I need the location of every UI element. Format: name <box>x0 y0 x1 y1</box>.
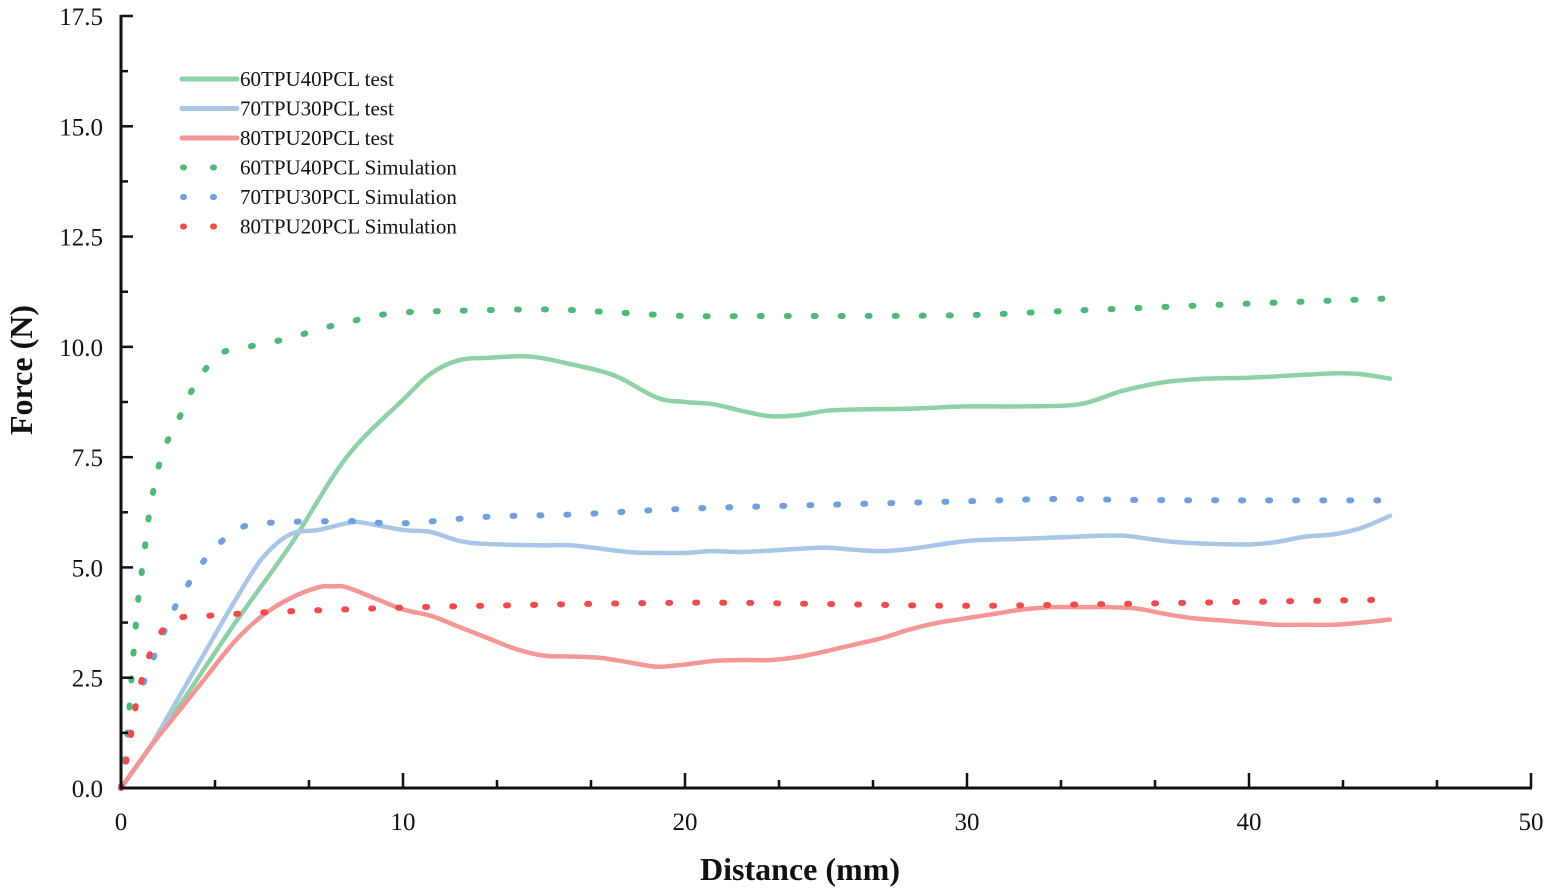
y-tick-label: 15.0 <box>59 114 103 141</box>
legend-item: 70TPU30PCL test <box>179 97 394 121</box>
legend-item: 60TPU40PCL test <box>179 67 394 91</box>
legend-label: 70TPU30PCL test <box>240 97 394 121</box>
legend-label: 60TPU40PCL test <box>240 67 394 91</box>
x-tick-label: 40 <box>1237 809 1262 836</box>
legend-item: 70TPU30PCL Simulation <box>180 185 457 209</box>
series-layer <box>118 295 1393 791</box>
series-line-80tpu20pcl-simulation <box>118 596 1393 791</box>
y-tick-label: 7.5 <box>72 445 103 472</box>
x-tick-label: 30 <box>955 809 980 836</box>
x-tick-label: 10 <box>391 809 416 836</box>
legend-label: 80TPU20PCL test <box>240 126 394 150</box>
legend: 60TPU40PCL test 70TPU30PCL test 80TPU20PCL… <box>179 67 457 239</box>
legend-label: 80TPU20PCL Simulation <box>240 215 457 239</box>
series-line-60tpu40pcl-test <box>118 353 1393 791</box>
y-tick-label: 5.0 <box>72 555 103 582</box>
series-line-70tpu30pcl-simulation <box>118 496 1393 791</box>
legend-item: 80TPU20PCL test <box>179 126 394 150</box>
y-axis-title: Force (N) <box>3 305 39 435</box>
legend-item: 80TPU20PCL Simulation <box>180 215 457 239</box>
legend-item: 60TPU40PCL Simulation <box>180 156 457 180</box>
y-tick-label: 12.5 <box>59 225 103 252</box>
ticks: 0 10 20 30 40 50 0.0 2.5 5.0 7.5 10.0 12.5 15.0 17.5 <box>59 4 1543 836</box>
y-tick-label: 17.5 <box>59 4 103 31</box>
series-line-60tpu40pcl-simulation <box>118 295 1393 791</box>
legend-label: 60TPU40PCL Simulation <box>240 156 457 180</box>
x-tick-label: 20 <box>673 809 698 836</box>
series-line-80tpu20pcl-test <box>118 583 1393 791</box>
y-tick-label: 2.5 <box>72 666 103 693</box>
x-tick-label: 0 <box>115 809 128 836</box>
x-axis-title: Distance (mm) <box>700 851 900 887</box>
y-tick-label: 0.0 <box>72 776 103 803</box>
y-tick-label: 10.0 <box>59 335 103 362</box>
legend-label: 70TPU30PCL Simulation <box>240 185 457 209</box>
x-tick-label: 50 <box>1519 809 1544 836</box>
series-line-70tpu30pcl-test <box>118 513 1393 791</box>
